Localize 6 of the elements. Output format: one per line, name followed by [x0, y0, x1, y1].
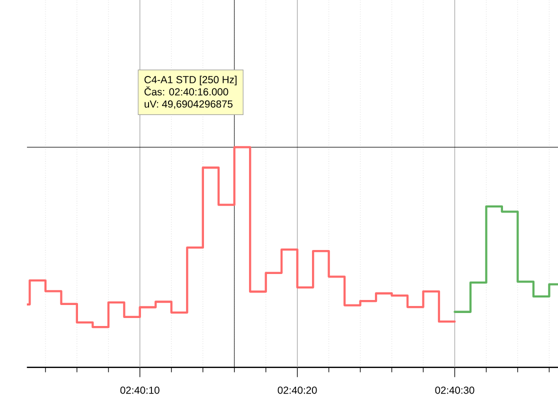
text: Čas: 02:40:16.000	[144, 86, 228, 96]
x-tick-label: 02:40:10	[120, 386, 160, 394]
x-tick-label: 02:40:30	[435, 386, 474, 394]
text: C4-A1 STD [250 Hz]	[144, 76, 237, 86]
x-tick-label: 02:40:20	[278, 386, 317, 394]
text: uV: 49,6904296875	[144, 100, 233, 109]
